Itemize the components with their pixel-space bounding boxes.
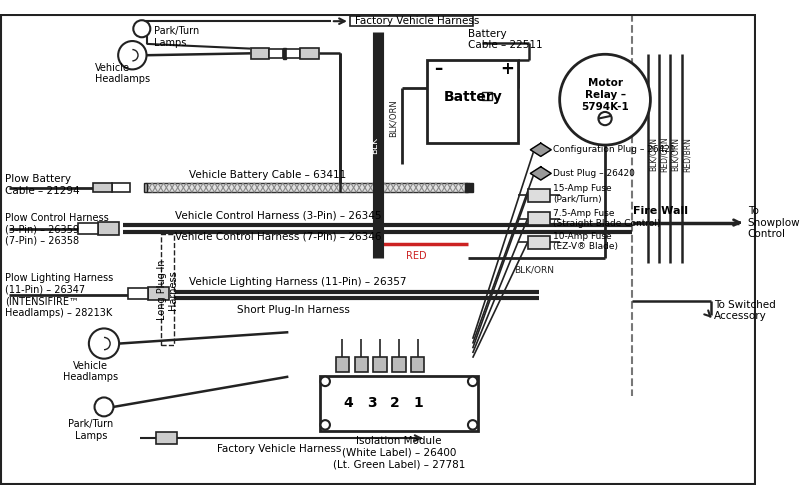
Text: To
Snowplow
Control: To Snowplow Control <box>748 206 800 239</box>
Circle shape <box>118 41 146 69</box>
Text: 3: 3 <box>366 396 376 410</box>
Text: Factory Vehicle Harness: Factory Vehicle Harness <box>354 16 479 26</box>
Text: 7.5-Amp Fuse
(Straight Blade Control): 7.5-Amp Fuse (Straight Blade Control) <box>553 209 661 229</box>
Text: BLK/ORN: BLK/ORN <box>389 100 398 137</box>
Text: RED/GRN: RED/GRN <box>660 137 669 172</box>
Bar <box>319 376 478 431</box>
Text: Plow Battery
Cable – 21294: Plow Battery Cable – 21294 <box>5 174 79 196</box>
Bar <box>411 357 425 372</box>
Bar <box>300 48 318 59</box>
Text: –: – <box>434 60 442 78</box>
Bar <box>78 223 98 234</box>
Circle shape <box>560 54 650 145</box>
Text: Battery: Battery <box>443 90 502 104</box>
Bar <box>128 288 149 299</box>
Text: 10-Amp Fuse
(EZ-V® Blade): 10-Amp Fuse (EZ-V® Blade) <box>553 232 618 251</box>
Text: Configuration Plug – 26421: Configuration Plug – 26421 <box>553 145 676 154</box>
Bar <box>527 189 550 202</box>
Circle shape <box>321 377 330 386</box>
Bar <box>482 92 491 100</box>
Polygon shape <box>530 167 551 180</box>
Text: Battery
Cable – 22511: Battery Cable – 22511 <box>468 29 542 50</box>
Text: 1: 1 <box>414 396 424 410</box>
Circle shape <box>94 397 114 416</box>
Text: BLK/ORN: BLK/ORN <box>649 138 658 172</box>
Bar <box>374 357 386 372</box>
Circle shape <box>89 328 119 359</box>
Text: Park/Turn
Lamps: Park/Turn Lamps <box>154 26 199 47</box>
Bar <box>98 222 119 235</box>
Circle shape <box>468 420 478 430</box>
Text: Factory Vehicle Harness: Factory Vehicle Harness <box>218 444 342 454</box>
Bar <box>144 183 147 192</box>
Text: Short Plug-In Harness: Short Plug-In Harness <box>237 305 350 315</box>
Bar <box>250 48 270 59</box>
Bar <box>156 433 177 444</box>
Circle shape <box>468 377 478 386</box>
Bar <box>270 48 282 58</box>
Bar <box>427 60 518 143</box>
Text: To Switched
Accessory: To Switched Accessory <box>714 300 775 321</box>
Bar <box>350 16 473 26</box>
Text: Vehicle
Headlamps: Vehicle Headlamps <box>63 361 118 382</box>
Text: BLK: BLK <box>370 137 379 154</box>
Text: RED/BRN: RED/BRN <box>682 137 691 172</box>
Bar <box>354 357 368 372</box>
Text: 2: 2 <box>390 396 400 410</box>
Bar <box>465 183 473 192</box>
Circle shape <box>321 420 330 430</box>
Circle shape <box>598 112 612 125</box>
Text: Vehicle Control Harness (7-Pin) – 26346: Vehicle Control Harness (7-Pin) – 26346 <box>175 231 382 241</box>
Text: Dust Plug – 26420: Dust Plug – 26420 <box>553 169 635 178</box>
Text: Long Plug-In
Harness: Long Plug-In Harness <box>157 259 178 320</box>
Text: Fire Wall: Fire Wall <box>634 206 689 216</box>
Bar <box>286 48 300 58</box>
Polygon shape <box>530 143 551 156</box>
Bar <box>149 287 170 300</box>
Text: 15-Amp Fuse
(Park/Turn): 15-Amp Fuse (Park/Turn) <box>553 185 612 204</box>
Bar <box>336 357 349 372</box>
Text: BLK/ORN: BLK/ORN <box>671 138 680 172</box>
Text: Plow Lighting Harness
(11-Pin) – 26347
(INTENSIFIRE™
Headlamps) – 28213K: Plow Lighting Harness (11-Pin) – 26347 (… <box>5 273 113 318</box>
Text: Vehicle Lighting Harness (11-Pin) – 26357: Vehicle Lighting Harness (11-Pin) – 2635… <box>189 277 406 287</box>
Text: Vehicle Control Harness (3-Pin) – 26345: Vehicle Control Harness (3-Pin) – 26345 <box>175 211 382 221</box>
Bar <box>161 234 174 345</box>
Text: 4: 4 <box>343 396 353 410</box>
Circle shape <box>134 20 150 37</box>
Text: Vehicle Battery Cable – 63411: Vehicle Battery Cable – 63411 <box>189 170 346 180</box>
Bar <box>527 212 550 226</box>
Text: RED: RED <box>406 251 426 261</box>
Text: Motor
Relay –
5794K-1: Motor Relay – 5794K-1 <box>581 78 629 112</box>
Text: BLK/ORN: BLK/ORN <box>514 265 554 274</box>
Bar <box>93 183 111 192</box>
Text: Isolation Module
(White Label) – 26400
(Lt. Green Label) – 27781: Isolation Module (White Label) – 26400 (… <box>333 436 465 470</box>
Text: Park/Turn
Lamps: Park/Turn Lamps <box>68 419 114 441</box>
Bar <box>282 48 286 59</box>
Bar <box>392 357 406 372</box>
Text: Vehicle
Headlamps: Vehicle Headlamps <box>94 63 150 84</box>
Bar <box>111 183 130 192</box>
Bar <box>527 236 550 249</box>
Text: +: + <box>500 60 514 78</box>
Text: Plow Control Harness
(3-Pin) – 26359
(7-Pin) – 26358: Plow Control Harness (3-Pin) – 26359 (7-… <box>5 213 109 246</box>
